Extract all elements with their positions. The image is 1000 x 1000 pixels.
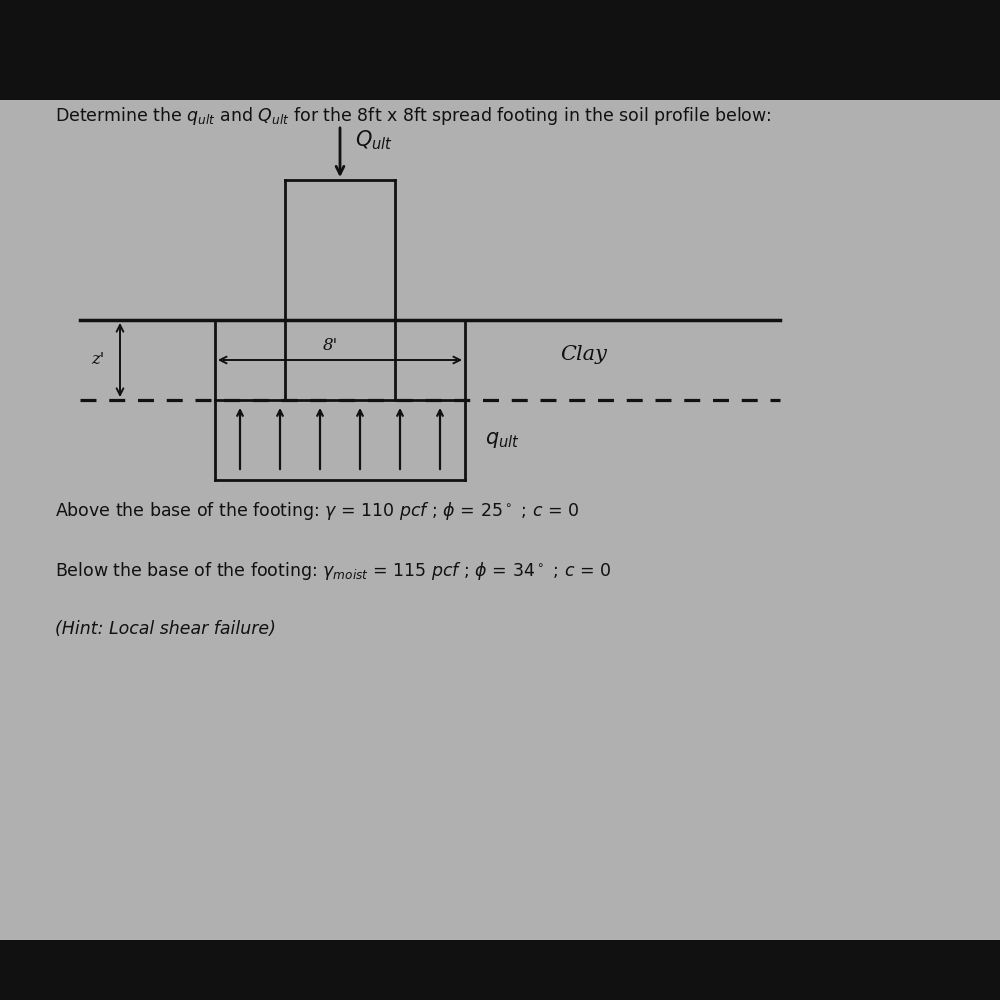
Text: $q_{ult}$: $q_{ult}$ [485,430,520,450]
FancyBboxPatch shape [0,100,1000,940]
Text: Clay: Clay [560,346,607,364]
Text: Determine the $q_{ult}$ and $Q_{ult}$ for the 8ft x 8ft spread footing in the so: Determine the $q_{ult}$ and $Q_{ult}$ fo… [55,105,772,127]
Text: 8': 8' [322,337,338,354]
Text: $Q_{ult}$: $Q_{ult}$ [355,128,393,152]
Text: (Hint: Local shear failure): (Hint: Local shear failure) [55,620,276,638]
Text: z': z' [91,352,105,368]
Text: Above the base of the footing: $\gamma$ = 110 $pcf$ ; $\phi$ = 25$^\circ$ ; $c$ : Above the base of the footing: $\gamma$ … [55,500,579,522]
Text: Problem Set 1 (PS1): Problem Set 1 (PS1) [55,70,260,88]
Text: Below the base of the footing: $\gamma_{moist}$ = 115 $pcf$ ; $\phi$ = 34$^\circ: Below the base of the footing: $\gamma_{… [55,560,611,582]
